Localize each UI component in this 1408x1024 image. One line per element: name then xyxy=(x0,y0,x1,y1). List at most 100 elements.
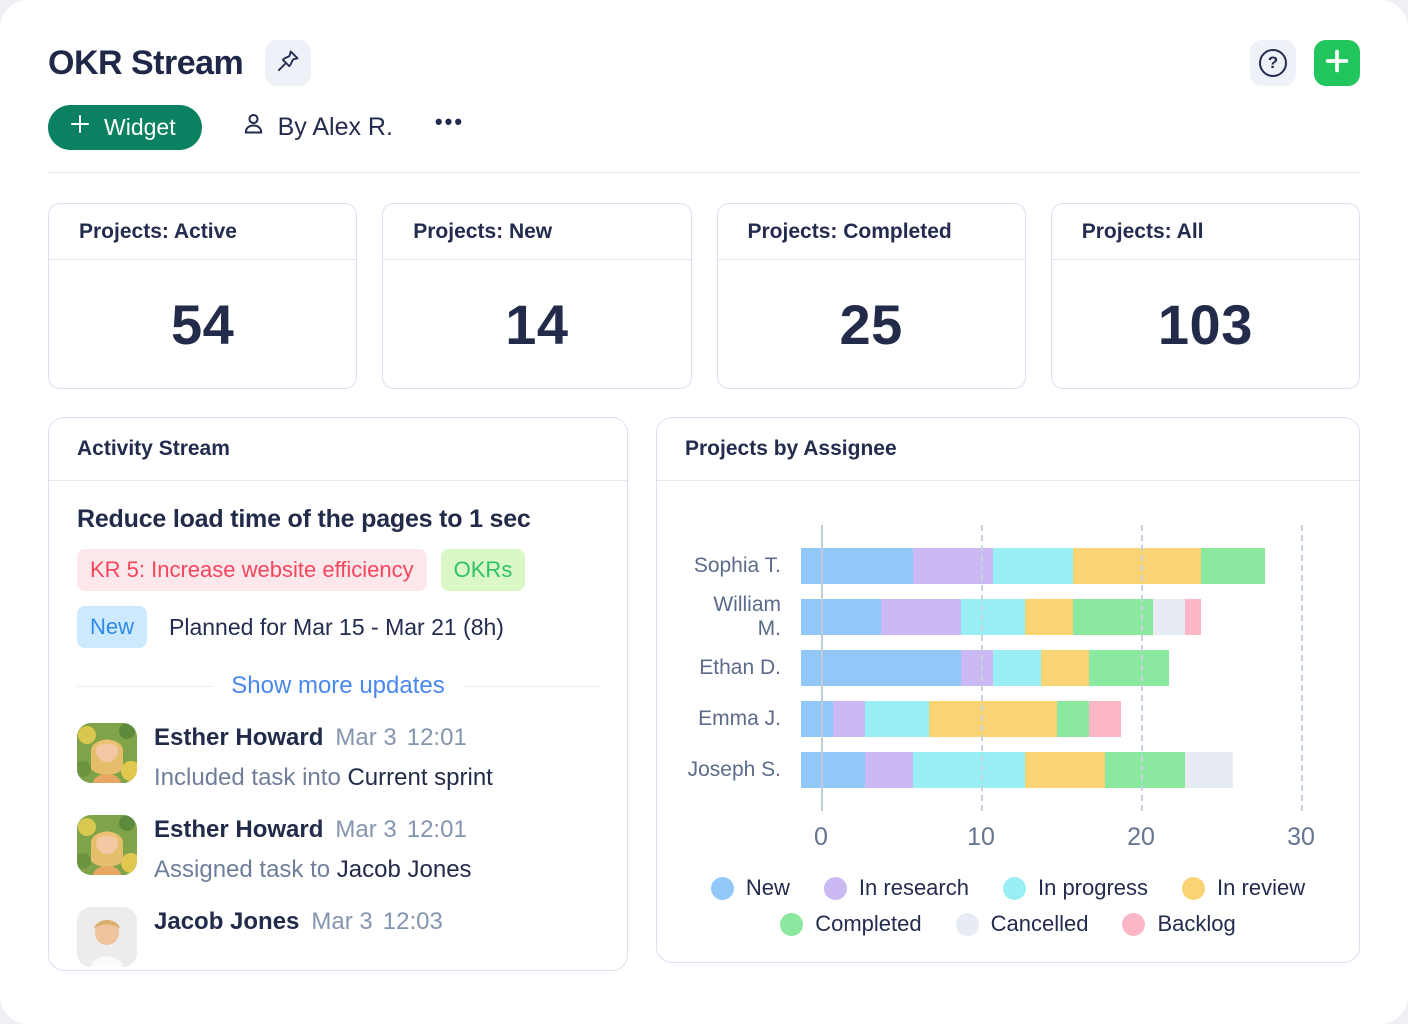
help-icon: ? xyxy=(1259,49,1287,77)
author-button[interactable]: By Alex R. xyxy=(240,110,393,144)
stat-card-completed: Projects: Completed 25 xyxy=(716,203,1026,389)
stat-card-all: Projects: All 103 xyxy=(1050,203,1360,389)
bar-label: Joseph S. xyxy=(687,758,781,781)
header-divider xyxy=(48,172,1360,173)
stat-cards: Projects: Active 54 Projects: New 14 Pro… xyxy=(0,173,1408,389)
avatar xyxy=(77,907,137,967)
activity-user-name: Jacob Jones xyxy=(154,908,300,935)
bar-segment-in-research xyxy=(881,599,961,635)
gridline-20 xyxy=(1141,525,1143,811)
plus-icon xyxy=(68,112,92,142)
legend-label: Completed xyxy=(815,911,922,936)
activity-object: Current sprint xyxy=(347,764,493,791)
bar-segment-in-progress xyxy=(961,599,1025,635)
bar-segment-completed xyxy=(1105,752,1185,788)
bar-segment-in-progress xyxy=(993,650,1041,686)
activity-action: Included task into xyxy=(154,764,341,791)
activity-item: Esther Howard Mar 3 12:01 Included task in… xyxy=(77,723,599,792)
avatar xyxy=(77,723,137,783)
header: OKR Stream ? xyxy=(0,0,1408,173)
bar-segment-in-review xyxy=(1025,752,1105,788)
bar-segment-in-progress xyxy=(913,752,1025,788)
stat-card-title: Projects: Active xyxy=(49,204,357,260)
chart-plot: Sophia T. William M. Ethan D. Emma J. Joseph… xyxy=(685,525,1331,853)
legend-label: In review xyxy=(1217,875,1306,900)
bar-segment-in-review xyxy=(929,701,1057,737)
legend-item-in-research: In research xyxy=(823,875,969,901)
stat-card-value: 25 xyxy=(839,292,903,356)
activity-user-name: Esther Howard xyxy=(154,724,324,751)
activity-action: Assigned task to xyxy=(154,856,331,883)
okr-badge: OKRs xyxy=(440,549,526,591)
legend-dot xyxy=(1122,912,1146,936)
bar-track xyxy=(801,752,1233,788)
stat-card-title: Projects: All xyxy=(1051,204,1359,260)
stat-card-new: Projects: New 14 xyxy=(382,203,692,389)
projects-by-assignee-panel: Projects by Assignee Sophia T. William M.… xyxy=(656,417,1360,963)
bar-label: Sophia T. xyxy=(693,554,781,577)
bar-track xyxy=(801,548,1265,584)
legend-label: Cancelled xyxy=(990,911,1089,936)
activity-user-name: Esther Howard xyxy=(154,816,324,843)
x-tick-30: 30 xyxy=(1287,823,1315,851)
bar-segment-in-research xyxy=(833,701,865,737)
planned-dates: Planned for Mar 15 - Mar 21 (8h) xyxy=(169,613,504,640)
add-button[interactable] xyxy=(1314,40,1360,86)
legend-row-1: New In research In progress In review xyxy=(685,875,1331,901)
bar-label: William M. xyxy=(713,593,781,640)
stat-card-active: Projects: Active 54 xyxy=(48,203,358,389)
plus-icon xyxy=(1323,47,1351,80)
gridline-0 xyxy=(821,525,823,811)
page-title: OKR Stream xyxy=(48,43,244,82)
legend-row-2: Completed Cancelled Backlog xyxy=(685,911,1331,937)
legend-dot xyxy=(780,912,804,936)
bar-segment-in-research xyxy=(865,752,913,788)
legend-item-new: New xyxy=(710,875,790,901)
legend-label: In research xyxy=(858,875,969,900)
x-tick-10: 10 xyxy=(967,823,995,851)
avatar xyxy=(77,815,137,875)
legend-item-in-progress: In progress xyxy=(1002,875,1149,901)
bar-segment-in-review xyxy=(1073,548,1201,584)
bar-track xyxy=(801,599,1201,635)
bar-segment-cancelled xyxy=(1153,599,1185,635)
gridline-10 xyxy=(981,525,983,811)
bar-track xyxy=(801,701,1121,737)
activity-item: Esther Howard Mar 3 12:01 Assigned task to… xyxy=(77,815,599,884)
more-button[interactable]: ••• xyxy=(435,111,464,143)
bar-rows: Sophia T. William M. Ethan D. Emma J. Joseph… xyxy=(685,525,1331,811)
legend-dot xyxy=(1002,876,1026,900)
legend-label: In progress xyxy=(1037,875,1149,900)
bar-segment-completed xyxy=(1073,599,1153,635)
bar-segment-in-progress xyxy=(865,701,929,737)
ellipsis-icon: ••• xyxy=(434,109,465,134)
bar-segment-completed xyxy=(1057,701,1089,737)
bar-segment-new xyxy=(801,599,881,635)
legend-item-backlog: Backlog xyxy=(1122,911,1236,937)
gridline-30 xyxy=(1301,525,1303,811)
bar-segment-completed xyxy=(1201,548,1265,584)
legend-item-cancelled: Cancelled xyxy=(955,911,1089,937)
bar-segment-cancelled xyxy=(1185,752,1233,788)
legend-dot xyxy=(1182,876,1206,900)
bar-segment-in-review xyxy=(1041,650,1089,686)
grid-layer xyxy=(821,525,1331,811)
x-tick-0: 0 xyxy=(814,823,828,851)
bar-row-sophia-t-: Sophia T. xyxy=(685,548,1331,584)
legend-label: Backlog xyxy=(1157,911,1236,936)
person-icon xyxy=(240,110,267,144)
bar-row-emma-j-: Emma J. xyxy=(685,701,1331,737)
bar-segment-backlog xyxy=(1089,701,1121,737)
add-widget-button[interactable]: Widget xyxy=(48,104,202,150)
legend-dot xyxy=(823,876,847,900)
show-more-link[interactable]: Show more updates xyxy=(231,672,445,699)
help-button[interactable]: ? xyxy=(1250,40,1296,86)
bar-label: Ethan D. xyxy=(699,656,781,679)
x-axis: 0 10 20 30 xyxy=(814,811,1331,853)
pin-button[interactable] xyxy=(265,40,312,86)
bar-segment-new xyxy=(801,752,865,788)
legend-dot xyxy=(955,912,979,936)
stat-card-value: 14 xyxy=(505,292,569,356)
bar-row-ethan-d-: Ethan D. xyxy=(685,650,1331,686)
